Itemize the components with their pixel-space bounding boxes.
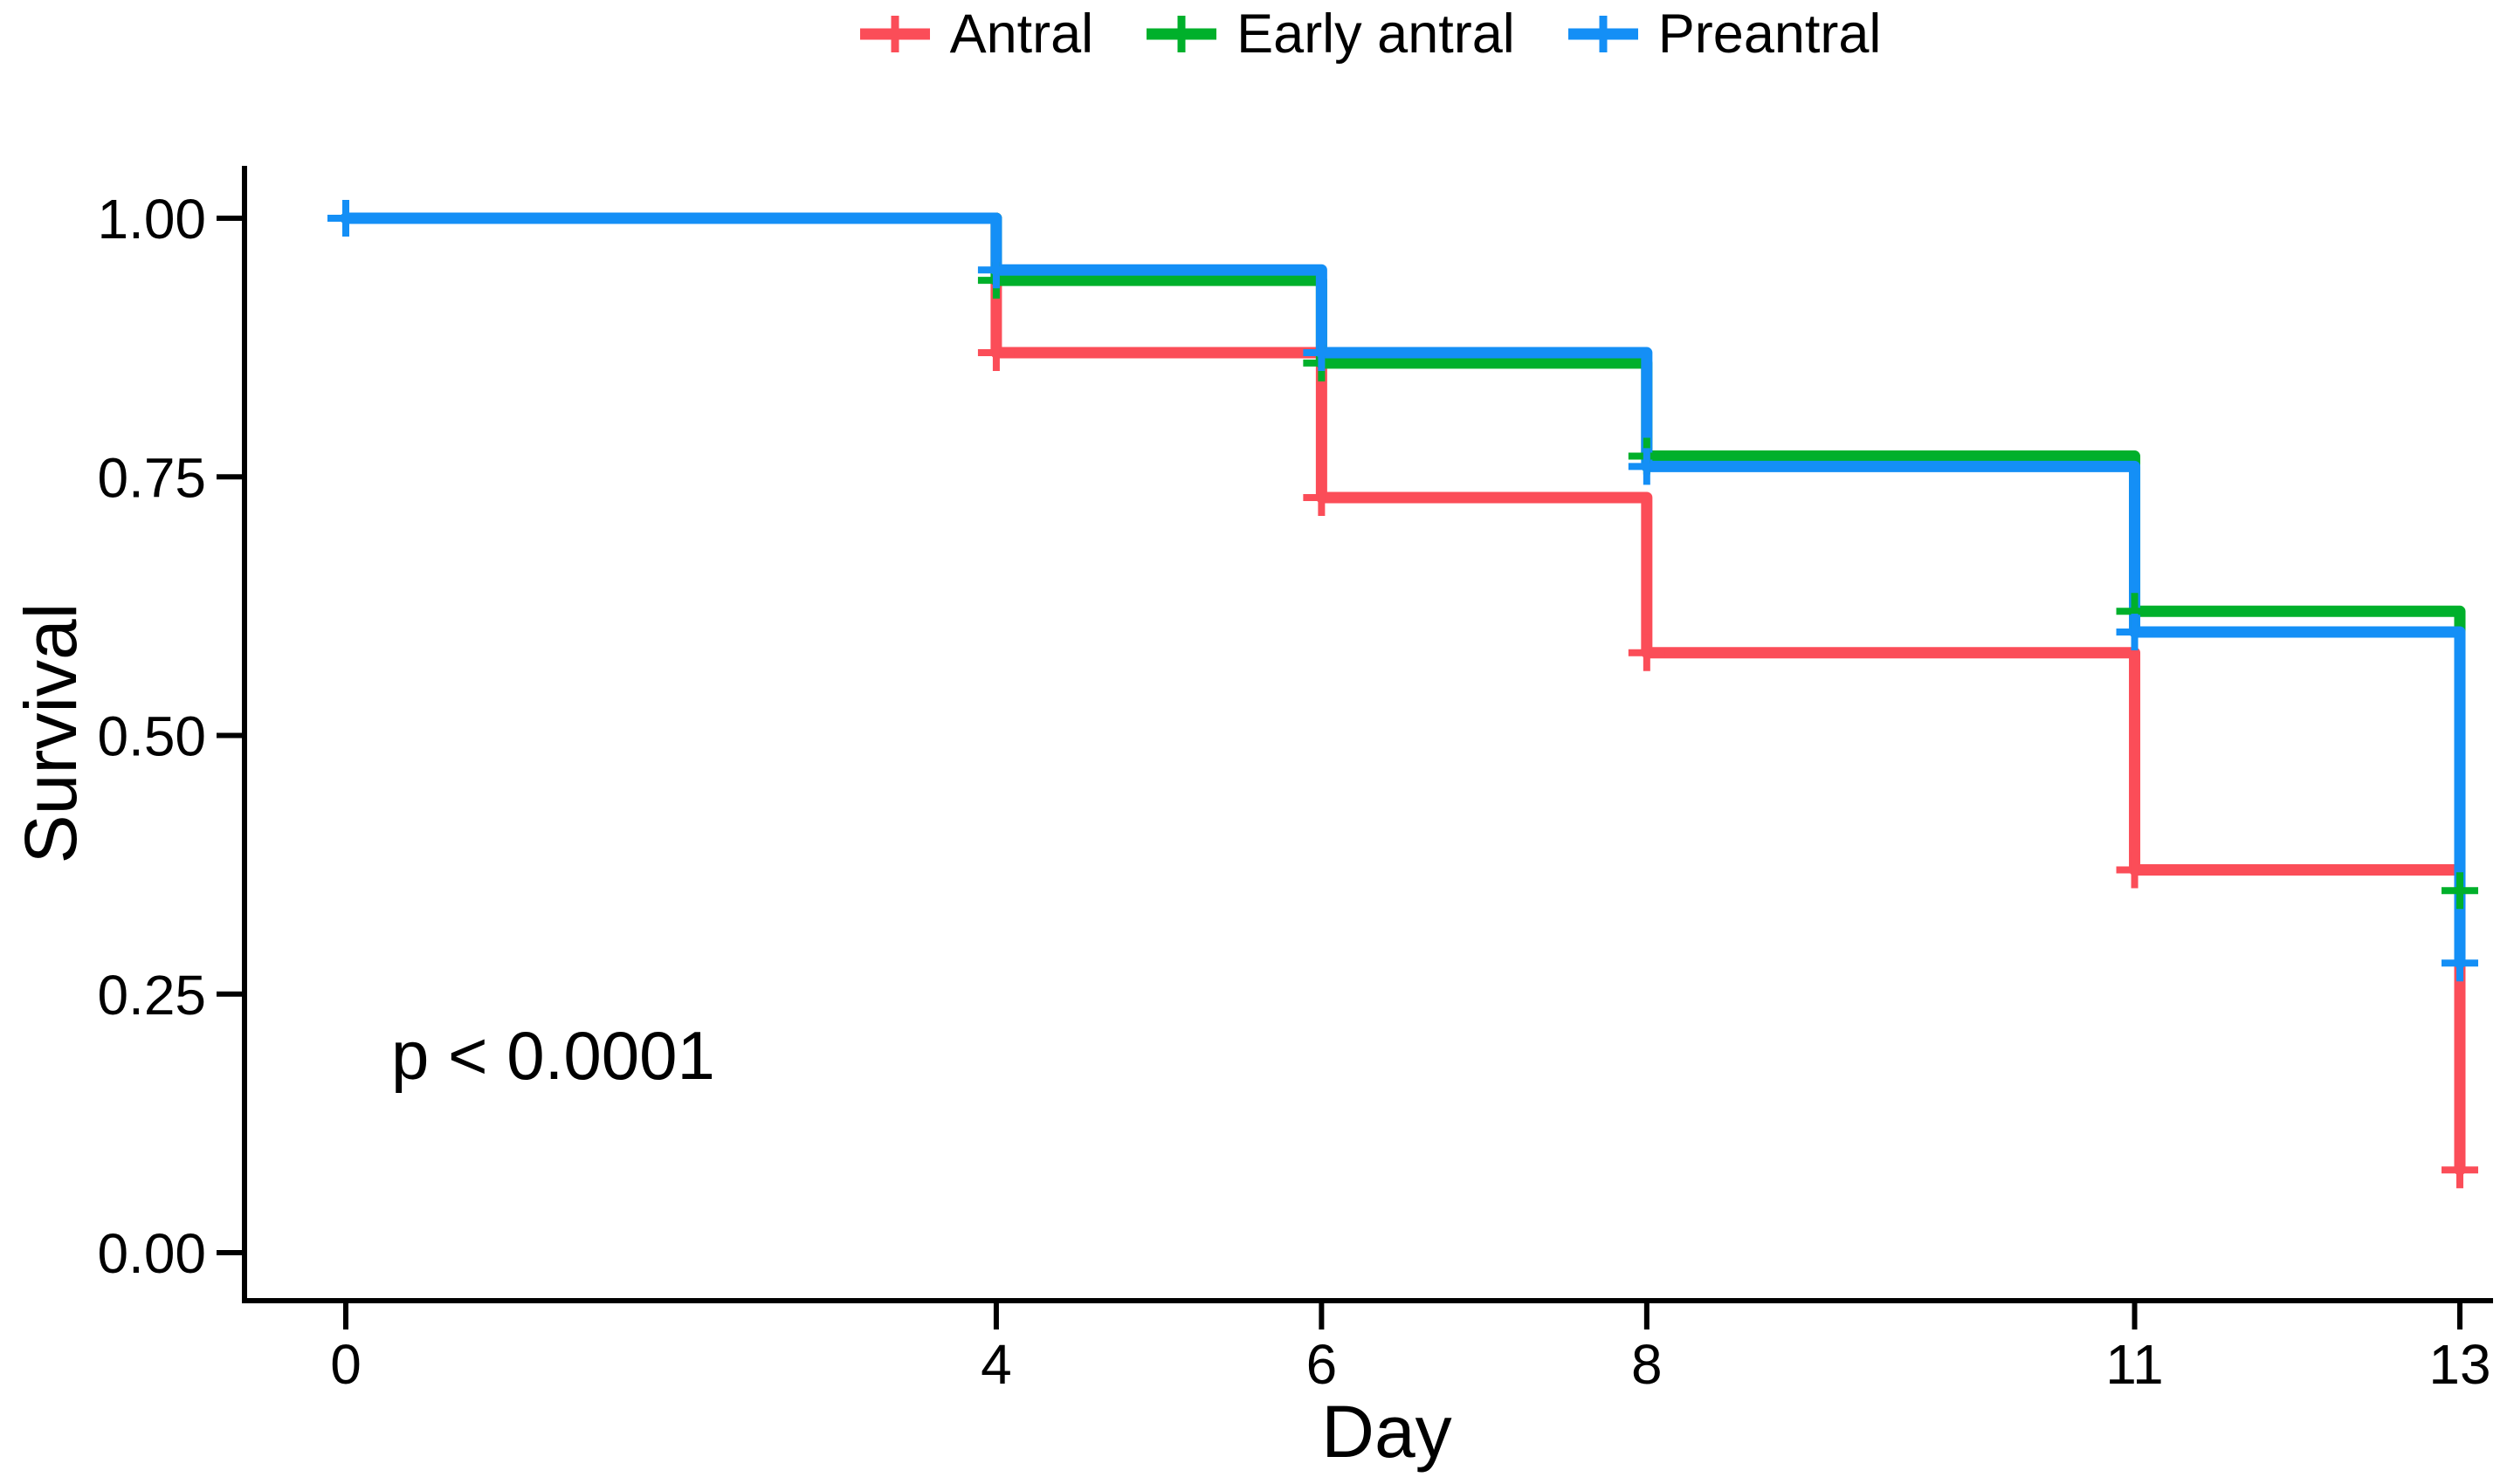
survival-curve-early-antral xyxy=(340,212,2466,897)
y-tick-label: 1.00 xyxy=(97,188,206,251)
y-tick-label: 0.75 xyxy=(97,446,206,509)
y-tick-label: 0.00 xyxy=(97,1222,206,1285)
legend-item-preantral: Preantral xyxy=(1566,2,1882,66)
censor-plus-icon xyxy=(1147,16,1217,52)
x-axis-title: Day xyxy=(1321,1391,1452,1473)
x-tick-label: 13 xyxy=(2428,1333,2490,1396)
censor-plus-icon xyxy=(1567,16,1638,52)
p-value-annotation: p < 0.0001 xyxy=(391,1017,715,1094)
legend-label-preantral: Preantral xyxy=(1657,3,1882,65)
legend-label-early-antral: Early antral xyxy=(1236,3,1515,65)
survival-curve-antral xyxy=(340,212,2466,1176)
x-tick-label: 4 xyxy=(981,1333,1012,1396)
y-axis-title: Survival xyxy=(10,602,92,864)
x-tick-label: 0 xyxy=(330,1333,362,1396)
legend-label-antral: Antral xyxy=(949,3,1094,65)
survival-curve-preantral xyxy=(340,212,2466,969)
legend-item-early-antral: Early antral xyxy=(1144,2,1515,66)
x-tick-label: 11 xyxy=(2105,1333,2163,1396)
censor-plus-icon xyxy=(859,16,930,52)
x-tick-label: 8 xyxy=(1631,1333,1663,1396)
y-tick-label: 0.50 xyxy=(97,705,206,768)
legend-item-antral: Antral xyxy=(858,2,1094,66)
y-tick-label: 0.25 xyxy=(97,964,206,1027)
x-tick-label: 6 xyxy=(1306,1333,1338,1396)
legend: Antral Early antral Preantral xyxy=(245,0,2493,68)
